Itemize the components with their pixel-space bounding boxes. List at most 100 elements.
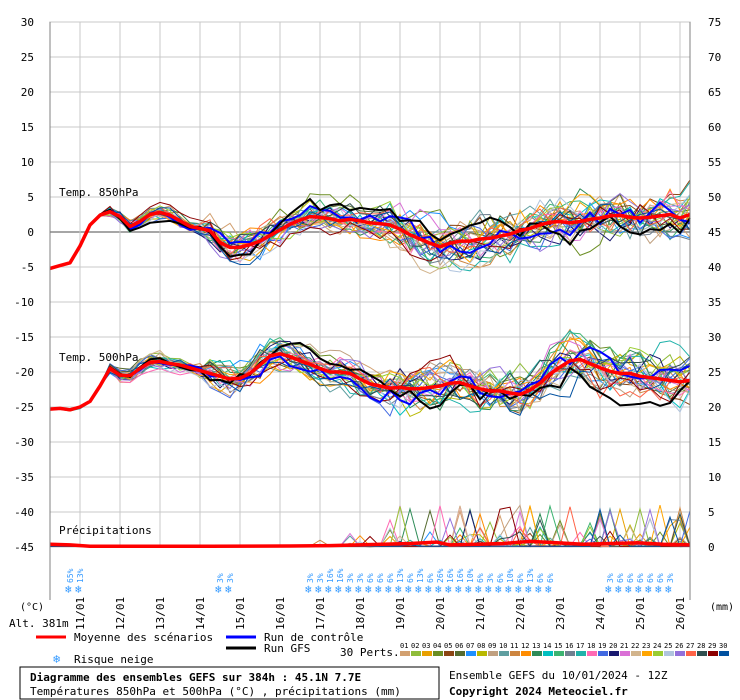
pert-swatch — [565, 651, 575, 656]
pert-swatch — [653, 651, 663, 656]
right-tick-label: 5 — [708, 506, 715, 519]
right-tick-label: 20 — [708, 401, 721, 414]
left-tick-label: 20 — [21, 86, 34, 99]
snowflake-icon: ❄ — [455, 583, 462, 596]
right-tick-label: 30 — [708, 331, 721, 344]
main-series-lines — [49, 197, 691, 549]
pert-number: 24 — [653, 642, 661, 650]
x-tick-label: 15/01 — [234, 597, 247, 630]
snowflake-icon: ❄ — [325, 583, 332, 596]
footer-run: Ensemble GEFS du 10/01/2024 - 12Z — [449, 669, 668, 682]
left-tick-label: -15 — [14, 331, 34, 344]
pert-number: 14 — [543, 642, 551, 650]
gfs-run-line — [49, 197, 691, 270]
snow-risk-pct: 3% — [346, 573, 355, 583]
right-tick-label: 60 — [708, 121, 721, 134]
pert-number: 01 — [400, 642, 408, 650]
left-tick-label: 0 — [27, 226, 34, 239]
pert-number: 11 — [510, 642, 518, 650]
snow-risk-pct: 6% — [366, 573, 375, 583]
left-tick-label: -20 — [14, 366, 34, 379]
pert-number: 04 — [433, 642, 441, 650]
snowflake-icon: ❄ — [75, 583, 82, 596]
snowflake-icon: ❄ — [375, 583, 382, 596]
snow-risk-pct: 3% — [356, 573, 365, 583]
pert-swatch — [642, 651, 652, 656]
snowflake-icon: ❄ — [505, 583, 512, 596]
snow-risk-pct: 13% — [396, 568, 405, 583]
altitude-label: Alt. 381m — [9, 617, 69, 630]
left-tick-label: 5 — [27, 191, 34, 204]
x-tick-label: 20/01 — [434, 597, 447, 630]
snow-risk-pct: 6% — [496, 573, 505, 583]
footer-title-box — [19, 666, 440, 700]
pert-swatch — [477, 651, 487, 656]
panel-label-500: Temp. 500hPa — [59, 351, 138, 364]
snow-risk-pct: 6% — [646, 573, 655, 583]
snowflake-icon: ❄ — [545, 583, 552, 596]
x-tick-label: 26/01 — [674, 597, 687, 630]
pert-number: 19 — [598, 642, 606, 650]
snowflake-icon: ❄ — [315, 583, 322, 596]
snow-risk-pct: 6% — [516, 573, 525, 583]
pert-number: 10 — [499, 642, 507, 650]
snow-risk-pct: 6% — [426, 573, 435, 583]
x-tick-label: 19/01 — [394, 597, 407, 630]
snowflake-icon: ❄ — [635, 583, 642, 596]
snow-risk-pct: 13% — [526, 568, 535, 583]
snow-risk-pct: 10% — [506, 568, 515, 583]
left-tick-label: 10 — [21, 156, 34, 169]
pert-number: 29 — [708, 642, 716, 650]
panel-label-precip: Précipitations — [59, 524, 152, 537]
snowflake-icon: ❄ — [515, 583, 522, 596]
pert-swatch — [510, 651, 520, 656]
pert-swatch — [631, 651, 641, 656]
x-tick-label: 24/01 — [594, 597, 607, 630]
x-tick-label: 11/01 — [74, 597, 87, 630]
snow-risk-pct: 6% — [476, 573, 485, 583]
pert-number: 13 — [532, 642, 540, 650]
snow-risk-pct: 16% — [446, 568, 455, 583]
chart-axes: 302520151050-5-10-15-20-25-30-35-40-4575… — [14, 16, 721, 600]
left-tick-label: -30 — [14, 436, 34, 449]
snowflake-icon: ❄ — [605, 583, 612, 596]
pert-number: 25 — [664, 642, 672, 650]
x-tick-label: 25/01 — [634, 597, 647, 630]
right-tick-label: 40 — [708, 261, 721, 274]
pert-swatch — [455, 651, 465, 656]
left-tick-label: -25 — [14, 401, 34, 414]
pert-swatch — [708, 651, 718, 656]
snow-risk-pct: 13% — [416, 568, 425, 583]
snow-risk-pct: 10% — [466, 568, 475, 583]
pert-number: 16 — [565, 642, 573, 650]
legend-mean-label: Moyenne des scénarios — [74, 631, 213, 644]
snowflake-icon: ❄ — [385, 583, 392, 596]
x-tick-label: 21/01 — [474, 597, 487, 630]
x-tick-label: 23/01 — [554, 597, 567, 630]
snowflake-icon: ❄ — [465, 583, 472, 596]
pert-swatch — [697, 651, 707, 656]
snow-risk-pct: 6% — [546, 573, 555, 583]
pert-swatch — [400, 651, 410, 656]
pert-number: 05 — [444, 642, 452, 650]
ensemble-member-22 — [49, 349, 691, 414]
snowflake-icon: ❄ — [625, 583, 632, 596]
snowflake-icon: ❄ — [365, 583, 372, 596]
pert-swatch — [554, 651, 564, 656]
snow-risk-pct: 6% — [406, 573, 415, 583]
legend-perts-label: 30 Perts. — [340, 646, 400, 659]
left-tick-label: -35 — [14, 471, 34, 484]
footer-copyright: Copyright 2024 Meteociel.fr — [449, 685, 628, 698]
right-tick-label: 0 — [708, 541, 715, 554]
snow-risk-pct: 6% — [386, 573, 395, 583]
snow-risk-pct: 13% — [76, 568, 85, 583]
right-tick-label: 50 — [708, 191, 721, 204]
snow-risk-pct: 3% — [226, 573, 235, 583]
left-axis-unit: (°C) — [20, 602, 44, 613]
snow-risk-pct: 6% — [616, 573, 625, 583]
snow-risk-pct: 3% — [666, 573, 675, 583]
pert-number: 23 — [642, 642, 650, 650]
gfs-run-line — [49, 341, 691, 412]
pert-swatch — [686, 651, 696, 656]
pert-swatch — [488, 651, 498, 656]
